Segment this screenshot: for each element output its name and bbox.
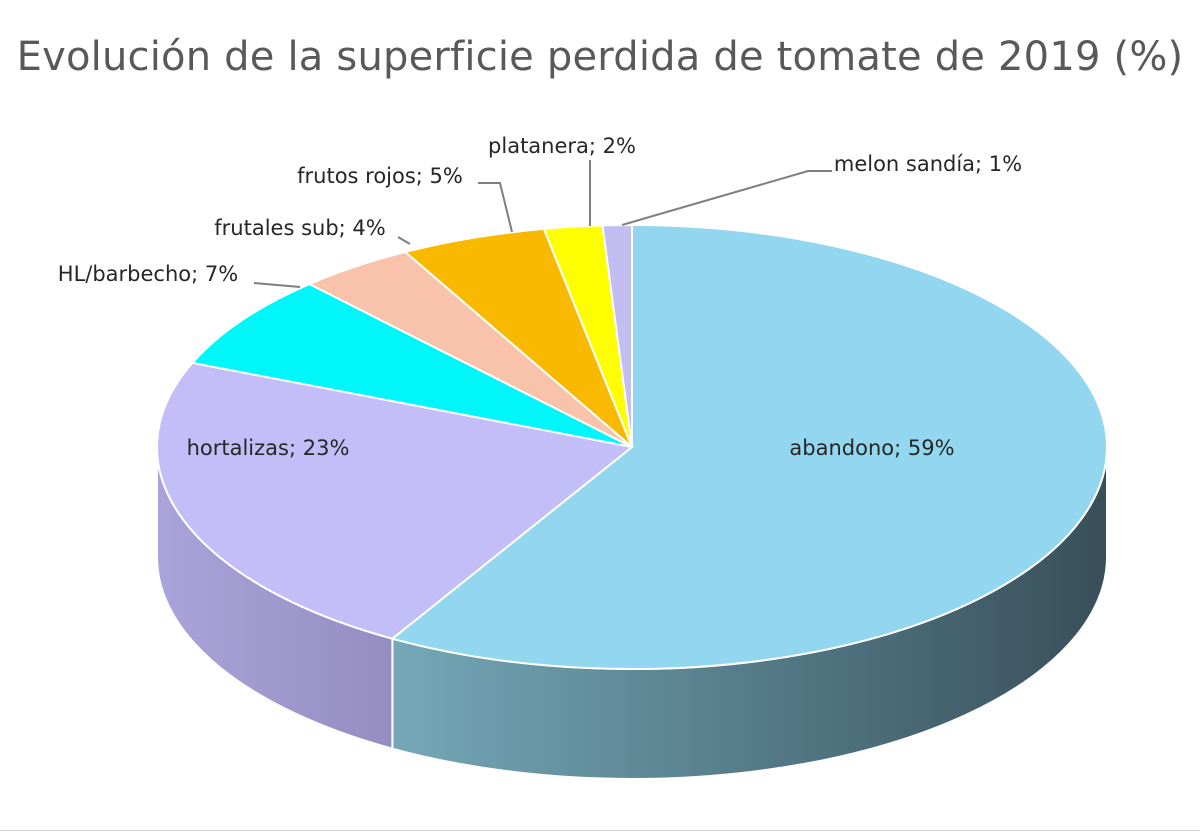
slice-label-0: abandono; 59% (789, 436, 954, 460)
leader-line-4 (478, 182, 513, 233)
pie-slice-6 (601, 223, 633, 448)
divider (0, 830, 1200, 831)
slice-label-2: HL/barbecho; 7% (58, 262, 238, 286)
leader-line-6 (621, 170, 832, 226)
leader-line-3 (397, 236, 411, 245)
pie-slice-4 (403, 227, 633, 448)
chart-title: Evolución de la superficie perdida de to… (16, 34, 1184, 80)
pie-slice-2 (190, 282, 633, 448)
slice-label-3: frutales sub; 4% (214, 216, 385, 240)
pie-slice-1 (156, 361, 635, 640)
slice-label-5: platanera; 2% (488, 134, 636, 158)
pie-slice-0 (390, 223, 1108, 670)
slice-label-4: frutos rojos; 5% (297, 164, 463, 188)
leader-line-2 (253, 282, 301, 288)
slice-label-6: melon sandía; 1% (834, 152, 1022, 176)
slice-label-1: hortalizas; 23% (187, 436, 350, 460)
